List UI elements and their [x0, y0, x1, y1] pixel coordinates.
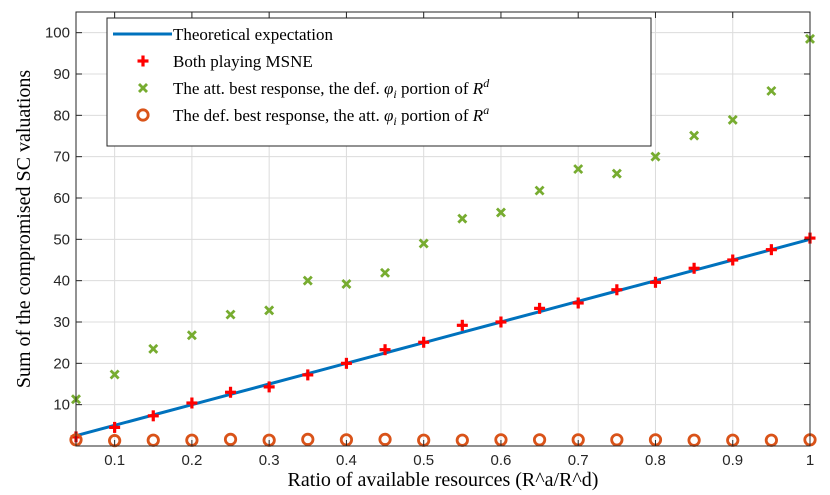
axes-layer: 0.1 0.2 0.3 0.4 0.5 0.6 0.7 0.8 0.9 1 10 20 30 40 50 60… — [13, 11, 814, 491]
data-point — [687, 433, 701, 447]
data-point — [148, 343, 159, 354]
legend-swatch — [136, 108, 150, 122]
data-point — [649, 276, 661, 288]
data-point — [186, 330, 197, 341]
x-tick-label: 0.1 — [104, 452, 125, 469]
legend-item-2: The att. best response, the def. φi port… — [138, 76, 490, 101]
x-tick-label: 0.2 — [181, 452, 202, 469]
data-point — [456, 319, 468, 331]
data-point — [109, 421, 121, 433]
data-point — [765, 244, 777, 256]
data-point — [301, 432, 315, 446]
data-point — [147, 410, 159, 422]
y-tick-label: 50 — [53, 231, 70, 248]
legend: Theoretical expectation Both playing MSNE… — [106, 17, 652, 147]
legend-item-0: Theoretical expectation — [113, 25, 333, 44]
legend-swatch — [138, 83, 148, 93]
data-point — [495, 207, 506, 218]
data-point — [146, 433, 160, 447]
data-point — [573, 164, 584, 175]
data-point — [263, 381, 275, 393]
data-point — [534, 302, 546, 314]
legend-label: Theoretical expectation — [173, 25, 333, 44]
data-point — [727, 114, 738, 125]
data-point — [688, 262, 700, 274]
data-point — [611, 168, 622, 179]
legend-item-1: Both playing MSNE — [137, 52, 313, 71]
data-point — [225, 309, 236, 320]
x-tick-label: 0.5 — [413, 452, 434, 469]
data-point — [380, 267, 391, 278]
legend-item-3: The def. best response, the att. φi port… — [136, 103, 489, 128]
data-point — [727, 254, 739, 266]
legend-box — [106, 17, 652, 147]
data-point — [340, 357, 352, 369]
x-tick-label: 0.8 — [645, 452, 666, 469]
x-tick-label: 0.4 — [336, 452, 357, 469]
axes-frame — [75, 11, 811, 447]
data-point — [689, 130, 700, 141]
y-tick-label: 60 — [53, 190, 70, 207]
data-point — [379, 344, 391, 356]
data-point — [534, 185, 545, 196]
data-point — [186, 397, 198, 409]
series-2 — [71, 33, 815, 405]
y-tick-label: 100 — [45, 25, 70, 42]
x-tick-label: 0.3 — [259, 452, 280, 469]
y-tick-label: 80 — [53, 107, 70, 124]
y-tick-label: 20 — [53, 355, 70, 372]
data-point — [109, 369, 120, 380]
data-point — [341, 278, 352, 289]
data-point — [418, 336, 430, 348]
legend-label: Both playing MSNE — [173, 52, 313, 71]
series-0 — [75, 237, 811, 438]
y-tick-label: 10 — [53, 397, 70, 414]
x-tick-label: 0.7 — [568, 452, 589, 469]
data-point — [457, 213, 468, 224]
y-axis-title: Sum of the compromised SC valuations — [13, 70, 35, 389]
data-point — [610, 433, 624, 447]
series-layer — [69, 33, 817, 448]
x-tick-label: 1 — [806, 452, 814, 469]
data-point — [302, 275, 313, 286]
series-line — [75, 237, 811, 438]
legend-swatch — [137, 55, 149, 67]
data-point — [264, 305, 275, 316]
data-point — [225, 386, 237, 398]
data-point — [302, 369, 314, 381]
data-point — [455, 433, 469, 447]
data-point — [378, 432, 392, 446]
data-point — [611, 284, 623, 296]
data-point — [418, 238, 429, 249]
y-tick-label: 70 — [53, 149, 70, 166]
y-tick-label: 40 — [53, 273, 70, 290]
data-point — [764, 433, 778, 447]
data-point — [572, 297, 584, 309]
legend-label: The def. best response, the att. φi port… — [173, 103, 489, 128]
legend-label: The att. best response, the def. φi port… — [173, 76, 490, 101]
x-tick-label: 0.6 — [491, 452, 512, 469]
data-point — [532, 433, 547, 447]
x-tick-label: 0.9 — [722, 452, 743, 469]
y-tick-label: 30 — [53, 314, 70, 331]
data-point — [650, 151, 661, 162]
data-point — [223, 432, 238, 446]
y-tick-label: 90 — [53, 66, 70, 83]
data-point — [766, 85, 777, 96]
x-axis-title: Ratio of available resources (R^a/R^d) — [288, 469, 599, 491]
data-point — [495, 316, 507, 328]
